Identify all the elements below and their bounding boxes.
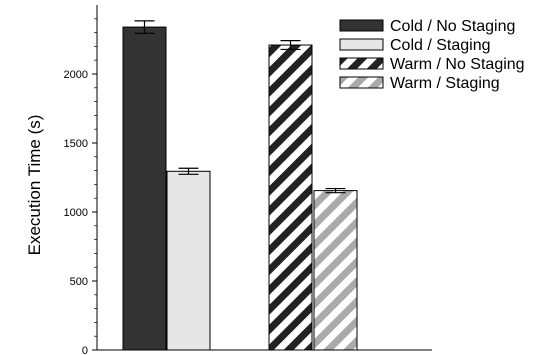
- bar-warm-no-staging: [268, 44, 313, 351]
- bar-cold-no-staging: [122, 26, 167, 351]
- error-bar: [325, 187, 346, 194]
- y-tick-label: 0: [82, 345, 88, 355]
- error-bar: [178, 167, 199, 175]
- bar-cold-staging: [166, 170, 211, 351]
- legend-swatch: [339, 76, 384, 89]
- y-tick-label: 1500: [64, 138, 88, 150]
- y-tick-label: 1000: [64, 207, 88, 219]
- legend-label: Cold / Staging: [390, 37, 491, 54]
- y-tick-label: 2000: [64, 69, 88, 81]
- y-axis-label: Execution Time (s): [25, 115, 44, 256]
- legend-label: Cold / No Staging: [390, 18, 515, 35]
- error-bar: [280, 40, 301, 51]
- legend-label: Warm / Staging: [390, 75, 500, 92]
- y-ticks: 0 500 1000 1500 2000: [64, 18, 97, 355]
- bars-layer: [122, 20, 358, 351]
- error-bar: [134, 20, 155, 34]
- legend-swatch: [339, 19, 384, 32]
- legend-label: Warm / No Staging: [390, 56, 525, 73]
- bar-warm-staging: [313, 190, 358, 351]
- legend-swatch: [339, 38, 384, 51]
- legend-swatch: [339, 57, 384, 70]
- y-tick-label: 500: [70, 276, 88, 288]
- legend: Cold / No Staging Cold / Staging Warm / No…: [339, 18, 525, 92]
- axis-layer: [96, 5, 432, 351]
